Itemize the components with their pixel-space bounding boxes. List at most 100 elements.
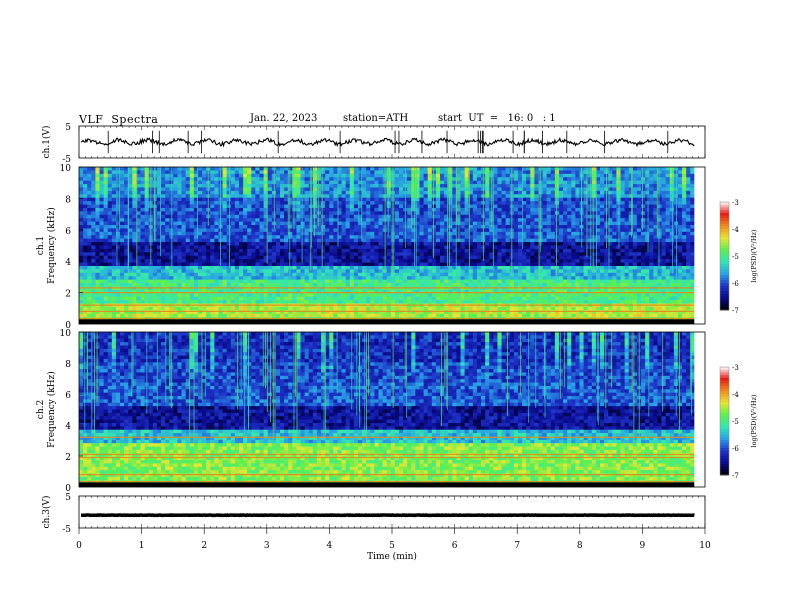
spec1-cell xyxy=(140,204,146,209)
spec1-cell xyxy=(193,197,199,202)
spec1-cell xyxy=(591,201,597,205)
spec1-cell xyxy=(267,262,273,267)
spec1-cell xyxy=(370,184,375,188)
spec1-cell xyxy=(669,221,675,226)
spec1-cell xyxy=(247,218,252,223)
spec1-cell xyxy=(87,235,92,240)
spec1-cell xyxy=(292,269,297,274)
spec1-cell xyxy=(567,167,572,171)
spec1-cell xyxy=(673,269,679,274)
spec1-cell xyxy=(304,245,310,250)
spec1-cell xyxy=(181,238,187,243)
spec1-cell xyxy=(267,259,273,263)
spec1-cell xyxy=(99,170,105,175)
spec1-cell xyxy=(665,265,671,270)
spec1-cell xyxy=(600,228,605,233)
spec1-cell xyxy=(292,214,297,219)
spec1-cell xyxy=(669,262,675,267)
spec1-cell xyxy=(608,204,613,209)
spec1-cell xyxy=(353,190,359,195)
spec1-cell xyxy=(132,197,137,202)
spec1-cell xyxy=(214,207,219,212)
spec1-cell xyxy=(214,259,219,263)
spec1-cell xyxy=(448,211,453,216)
spec1-cell xyxy=(682,238,687,243)
spec1-cell xyxy=(682,201,687,205)
spec1-cell xyxy=(370,272,375,277)
spec1-cell xyxy=(214,238,219,243)
spec1-cell xyxy=(600,187,605,192)
spec1-cell xyxy=(321,238,326,243)
spec1-cell xyxy=(452,259,457,263)
spec1-cell xyxy=(526,204,531,209)
spec1-cell xyxy=(234,265,240,270)
spec1-cell xyxy=(193,269,199,274)
spec1-cell xyxy=(95,272,100,277)
spec1-cell xyxy=(542,221,548,226)
spec1-cell xyxy=(677,225,683,229)
spec1-cell xyxy=(686,262,691,267)
spec1-cell xyxy=(296,272,301,277)
spec1-cell xyxy=(222,252,228,257)
spec1-cell xyxy=(280,187,285,192)
spec1-cell xyxy=(624,265,630,270)
spec1-cell xyxy=(325,218,330,223)
spec1-cell xyxy=(653,262,658,267)
spec1-cell xyxy=(156,269,162,274)
spec1-cell xyxy=(189,194,195,199)
spec1-cell xyxy=(349,177,355,182)
spec1-cell xyxy=(517,231,523,236)
spec1-cell xyxy=(636,248,642,253)
spec1-cell xyxy=(87,221,92,226)
spec1-cell xyxy=(661,252,667,257)
spec1-cell xyxy=(304,167,310,171)
spec1-cell xyxy=(222,194,228,199)
spec1-cell xyxy=(522,204,527,209)
spec1-cell xyxy=(411,269,416,274)
spec1-cell xyxy=(321,201,326,205)
spec1-cell xyxy=(296,265,301,270)
spec1-cell xyxy=(247,190,252,195)
spec1-cell xyxy=(111,221,117,226)
spec1-cell xyxy=(612,214,617,219)
spec1-cell xyxy=(128,228,133,233)
spec1-cell xyxy=(120,207,125,212)
spec1-cell xyxy=(493,180,498,185)
spec1-cell xyxy=(296,167,301,171)
spec1-cell xyxy=(669,255,675,260)
spec1-cell xyxy=(132,204,137,209)
spec1-cell xyxy=(546,167,552,171)
spec1-cell xyxy=(608,221,613,226)
spec1-cell xyxy=(485,248,490,253)
spec1-cell xyxy=(202,204,207,209)
spec1-cell xyxy=(304,265,310,270)
spec1-cell xyxy=(79,235,84,240)
spec1-cell xyxy=(185,255,191,260)
spec1-cell xyxy=(202,265,207,270)
spec1-cell xyxy=(173,187,178,192)
spec1-cell xyxy=(624,245,630,250)
spec1-cell xyxy=(284,255,289,260)
spec1-cell xyxy=(546,231,552,236)
spec1-cell xyxy=(690,221,695,226)
spec1-cell xyxy=(366,221,371,226)
spec1-cell xyxy=(189,187,195,192)
spec1-cell xyxy=(624,207,630,212)
spec1-cell xyxy=(214,265,219,270)
spec1-cell xyxy=(337,190,342,195)
spec1-cell xyxy=(267,177,273,182)
spec1-cell xyxy=(197,255,203,260)
spec1-cell xyxy=(325,272,330,277)
spec1-cell xyxy=(95,228,100,233)
spec1-cell xyxy=(575,211,580,216)
spec1-cell xyxy=(378,225,383,229)
spec1-cell xyxy=(415,214,420,219)
spec1-cell xyxy=(275,218,281,223)
spec1-cell xyxy=(649,207,654,212)
spec1-cell xyxy=(554,204,560,209)
spec1-cell xyxy=(185,180,191,185)
spec1-cell xyxy=(325,170,330,175)
spec1-cell xyxy=(243,180,248,185)
spec1-cell xyxy=(554,252,560,257)
spec1-cell xyxy=(591,269,597,274)
